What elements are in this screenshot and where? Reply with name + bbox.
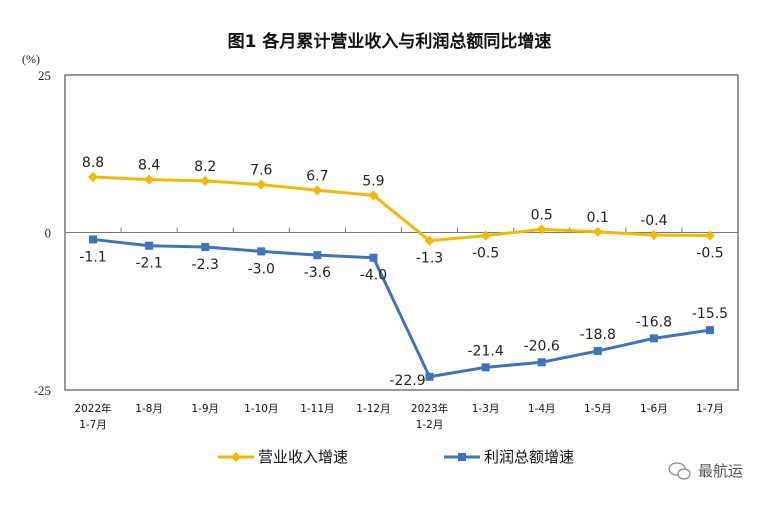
watermark: 最航运 (668, 460, 743, 481)
data-point (144, 174, 155, 185)
data-label: 5.9 (362, 173, 384, 189)
series-line-profit (92, 237, 711, 379)
data-point (312, 185, 323, 196)
legend-label: 营业收入增速 (258, 448, 349, 466)
data-point (536, 224, 547, 235)
chart-title: 图1 各月累计营业收入与利润总额同比增速 (227, 32, 552, 52)
data-label: -18.8 (580, 327, 616, 343)
data-label: 8.4 (138, 158, 160, 174)
data-point (256, 179, 267, 190)
x-tick-label: 2022年 (74, 402, 111, 415)
data-label: -16.8 (636, 314, 672, 330)
data-label: -2.1 (135, 256, 162, 272)
x-tick-label: 1-6月 (640, 403, 668, 415)
legend-square-marker-icon (444, 452, 480, 461)
data-point (593, 346, 602, 355)
data-point (705, 326, 714, 335)
x-tick-label: 1-5月 (584, 403, 612, 415)
data-label: 8.8 (82, 155, 104, 171)
data-label: -22.9 (389, 373, 425, 389)
data-point (145, 241, 154, 250)
data-label: -3.0 (248, 261, 275, 277)
data-point (369, 253, 378, 262)
data-point (480, 230, 491, 241)
x-tick-label: 1-2月 (416, 419, 444, 431)
data-label: 0.1 (587, 210, 609, 226)
data-label: -0.5 (696, 246, 723, 262)
data-label: -0.5 (472, 246, 499, 262)
x-tick-label: 1-7月 (696, 403, 724, 415)
data-label: -15.5 (692, 306, 728, 322)
data-point (88, 172, 99, 183)
data-point (537, 358, 546, 367)
x-tick-label: 1-12月 (356, 403, 390, 415)
x-tick-label: 2023年 (411, 402, 448, 415)
data-label: 7.6 (250, 163, 272, 179)
data-label: 6.7 (306, 168, 328, 184)
x-tick-label: 1-8月 (135, 403, 163, 415)
data-label: -21.4 (468, 343, 504, 359)
x-tick-label: 1-4月 (528, 403, 556, 415)
legend-item-revenue: 营业收入增速 (218, 446, 348, 467)
legend-diamond-marker-icon (218, 451, 254, 462)
data-label: -4.0 (360, 268, 387, 284)
data-label: 0.5 (531, 207, 553, 223)
x-tick-label: 1-3月 (472, 403, 500, 415)
data-point (481, 363, 490, 372)
x-tick-label: 1-10月 (244, 403, 278, 415)
watermark-text: 最航运 (698, 462, 744, 480)
data-point (201, 242, 210, 251)
data-label: -0.4 (640, 213, 667, 229)
data-label: -3.6 (304, 265, 331, 281)
legend-label: 利润总额增速 (484, 448, 575, 466)
legend-item-profit: 利润总额增速 (444, 446, 574, 467)
data-label: -2.3 (192, 257, 219, 273)
y-tick-label: 0 (45, 226, 52, 241)
data-point (649, 334, 658, 343)
data-label: 8.2 (194, 159, 216, 175)
data-point (424, 235, 435, 246)
x-tick-label: 1-11月 (300, 403, 334, 415)
data-point (648, 230, 659, 241)
data-point (425, 372, 434, 381)
data-point (592, 226, 603, 237)
x-tick-label: 1-9月 (191, 403, 219, 415)
data-point (704, 230, 715, 241)
data-point (313, 251, 322, 260)
y-tick-label: -25 (34, 383, 51, 398)
data-point (257, 247, 266, 256)
data-point (368, 190, 379, 201)
data-point (89, 235, 98, 244)
data-label: -20.6 (524, 338, 560, 354)
data-point (200, 175, 211, 186)
y-tick-label: 25 (38, 68, 51, 83)
data-label: -1.1 (79, 249, 106, 265)
wechat-icon (668, 461, 691, 480)
x-tick-label: 1-7月 (79, 419, 107, 431)
data-label: -1.3 (416, 251, 443, 267)
series-line-revenue (92, 175, 710, 243)
y-axis-unit: (%) (22, 52, 40, 66)
